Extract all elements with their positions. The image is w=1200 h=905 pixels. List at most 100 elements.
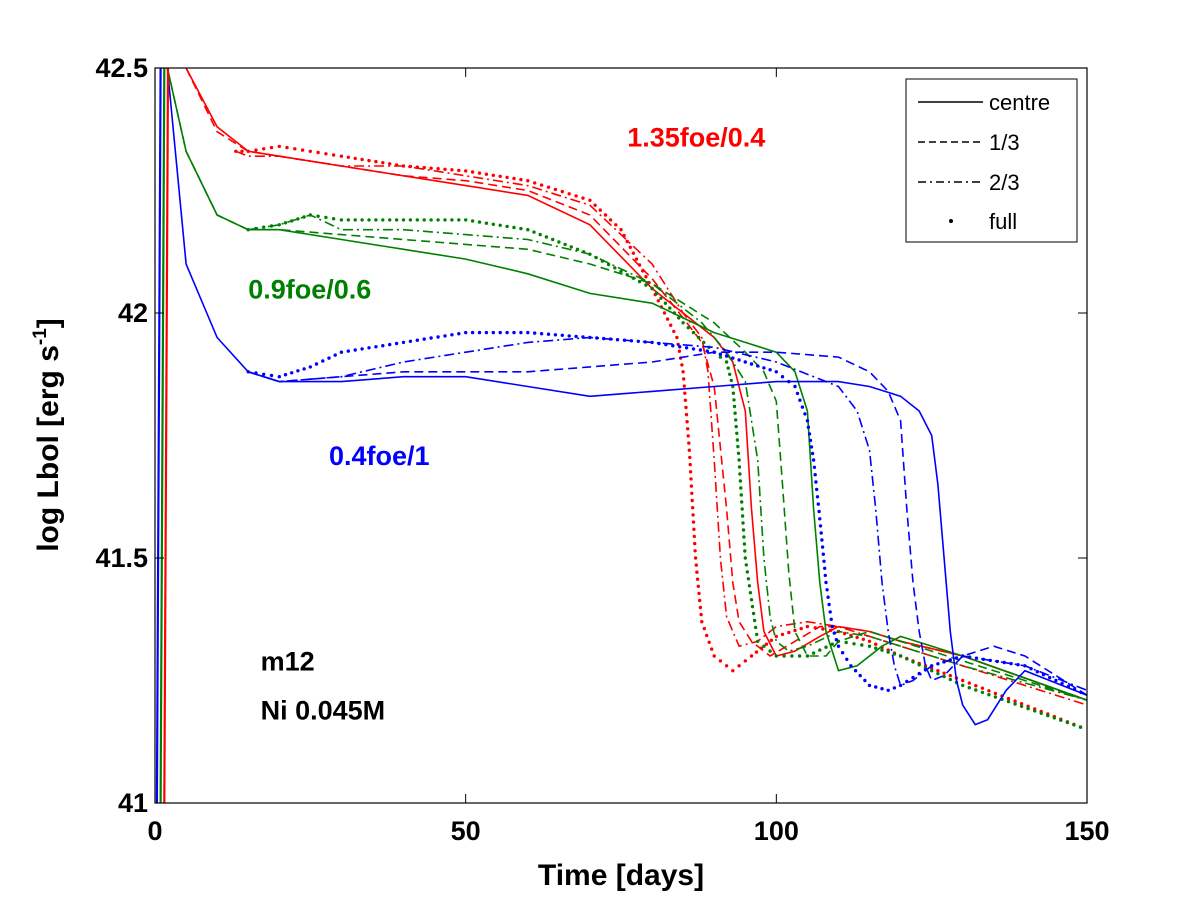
series-point — [731, 669, 735, 673]
series-point — [262, 225, 266, 229]
series-point — [595, 336, 599, 340]
plot-frame — [154, 67, 1088, 804]
series-point — [829, 617, 833, 621]
series-point — [690, 491, 694, 495]
series-point — [685, 420, 689, 424]
series-point — [749, 598, 754, 602]
series-point — [557, 240, 561, 244]
series-point — [874, 685, 878, 689]
series-point — [684, 346, 689, 350]
series-point — [690, 498, 694, 503]
series-point — [829, 628, 833, 632]
series-point — [262, 372, 266, 376]
series-point — [443, 218, 447, 222]
series-point — [987, 689, 991, 693]
series-point — [732, 398, 736, 402]
series-point — [686, 434, 690, 438]
series-point — [942, 660, 946, 664]
series-point — [749, 654, 754, 658]
series-point — [798, 398, 802, 402]
series-point — [974, 684, 978, 688]
series-point — [729, 378, 733, 383]
series-point — [681, 370, 685, 374]
series-point — [712, 654, 716, 658]
series-point — [942, 674, 946, 679]
series-point — [967, 655, 972, 659]
series-point — [752, 618, 757, 623]
series-point — [726, 366, 730, 370]
series-point — [834, 638, 839, 642]
series-point — [477, 330, 482, 335]
series-point — [692, 527, 696, 531]
series-point — [477, 220, 482, 224]
series-point — [905, 657, 909, 661]
series-point — [691, 347, 696, 351]
series-point — [762, 644, 766, 648]
series-point — [254, 371, 258, 375]
series-point — [917, 671, 921, 676]
annotation-m12: m12 — [261, 647, 315, 677]
series-point — [619, 269, 623, 274]
series-point — [880, 687, 884, 691]
series-point — [695, 570, 699, 574]
series-point — [735, 438, 740, 442]
series-point — [819, 531, 823, 535]
series-point — [681, 321, 685, 325]
series-point — [820, 538, 824, 542]
series-point — [812, 465, 817, 469]
x-tick-label: 150 — [1064, 816, 1109, 846]
series-point — [327, 356, 331, 360]
series-point — [519, 226, 523, 231]
series-point — [811, 458, 816, 462]
legend-swatch-dot — [949, 219, 953, 223]
series-point — [737, 465, 742, 469]
series-point — [470, 330, 475, 335]
series-point — [629, 339, 634, 343]
series-point — [742, 542, 747, 546]
series-point — [665, 317, 670, 321]
series-point — [546, 185, 551, 189]
series-point — [388, 162, 392, 166]
series-point — [682, 384, 686, 388]
series-point — [823, 573, 827, 578]
series-point — [981, 657, 986, 661]
series-point — [724, 354, 729, 358]
series-point — [874, 642, 878, 646]
series-point — [754, 650, 759, 654]
series-point — [756, 364, 760, 368]
series-point — [836, 644, 841, 648]
series-point — [707, 640, 711, 644]
series-point — [699, 612, 703, 617]
series-point — [1052, 716, 1057, 720]
series-point — [816, 502, 820, 506]
series-point — [874, 646, 878, 650]
series-point — [316, 214, 320, 218]
y-tick-label: 41 — [118, 788, 148, 818]
series-point — [662, 311, 667, 315]
series-point — [805, 624, 810, 629]
series-point — [818, 648, 822, 652]
series-point — [739, 493, 743, 497]
series-point — [581, 196, 585, 200]
series-point — [283, 373, 288, 377]
series-point — [840, 651, 845, 655]
series-point — [360, 218, 364, 222]
series-point — [911, 660, 915, 664]
series-point — [246, 149, 250, 153]
series-point — [614, 223, 618, 227]
series-point — [321, 359, 325, 363]
series-point — [814, 480, 818, 484]
series-point — [768, 368, 772, 372]
series-line-0-4foe-1-centre — [166, 67, 1088, 726]
series-point — [1023, 664, 1027, 668]
series-point — [930, 669, 934, 673]
series-point — [825, 588, 829, 592]
series-point — [741, 528, 746, 532]
series-point — [429, 166, 433, 170]
series-point — [735, 431, 739, 435]
series-point — [600, 259, 605, 263]
series-point — [844, 640, 848, 645]
series-point — [942, 671, 946, 675]
